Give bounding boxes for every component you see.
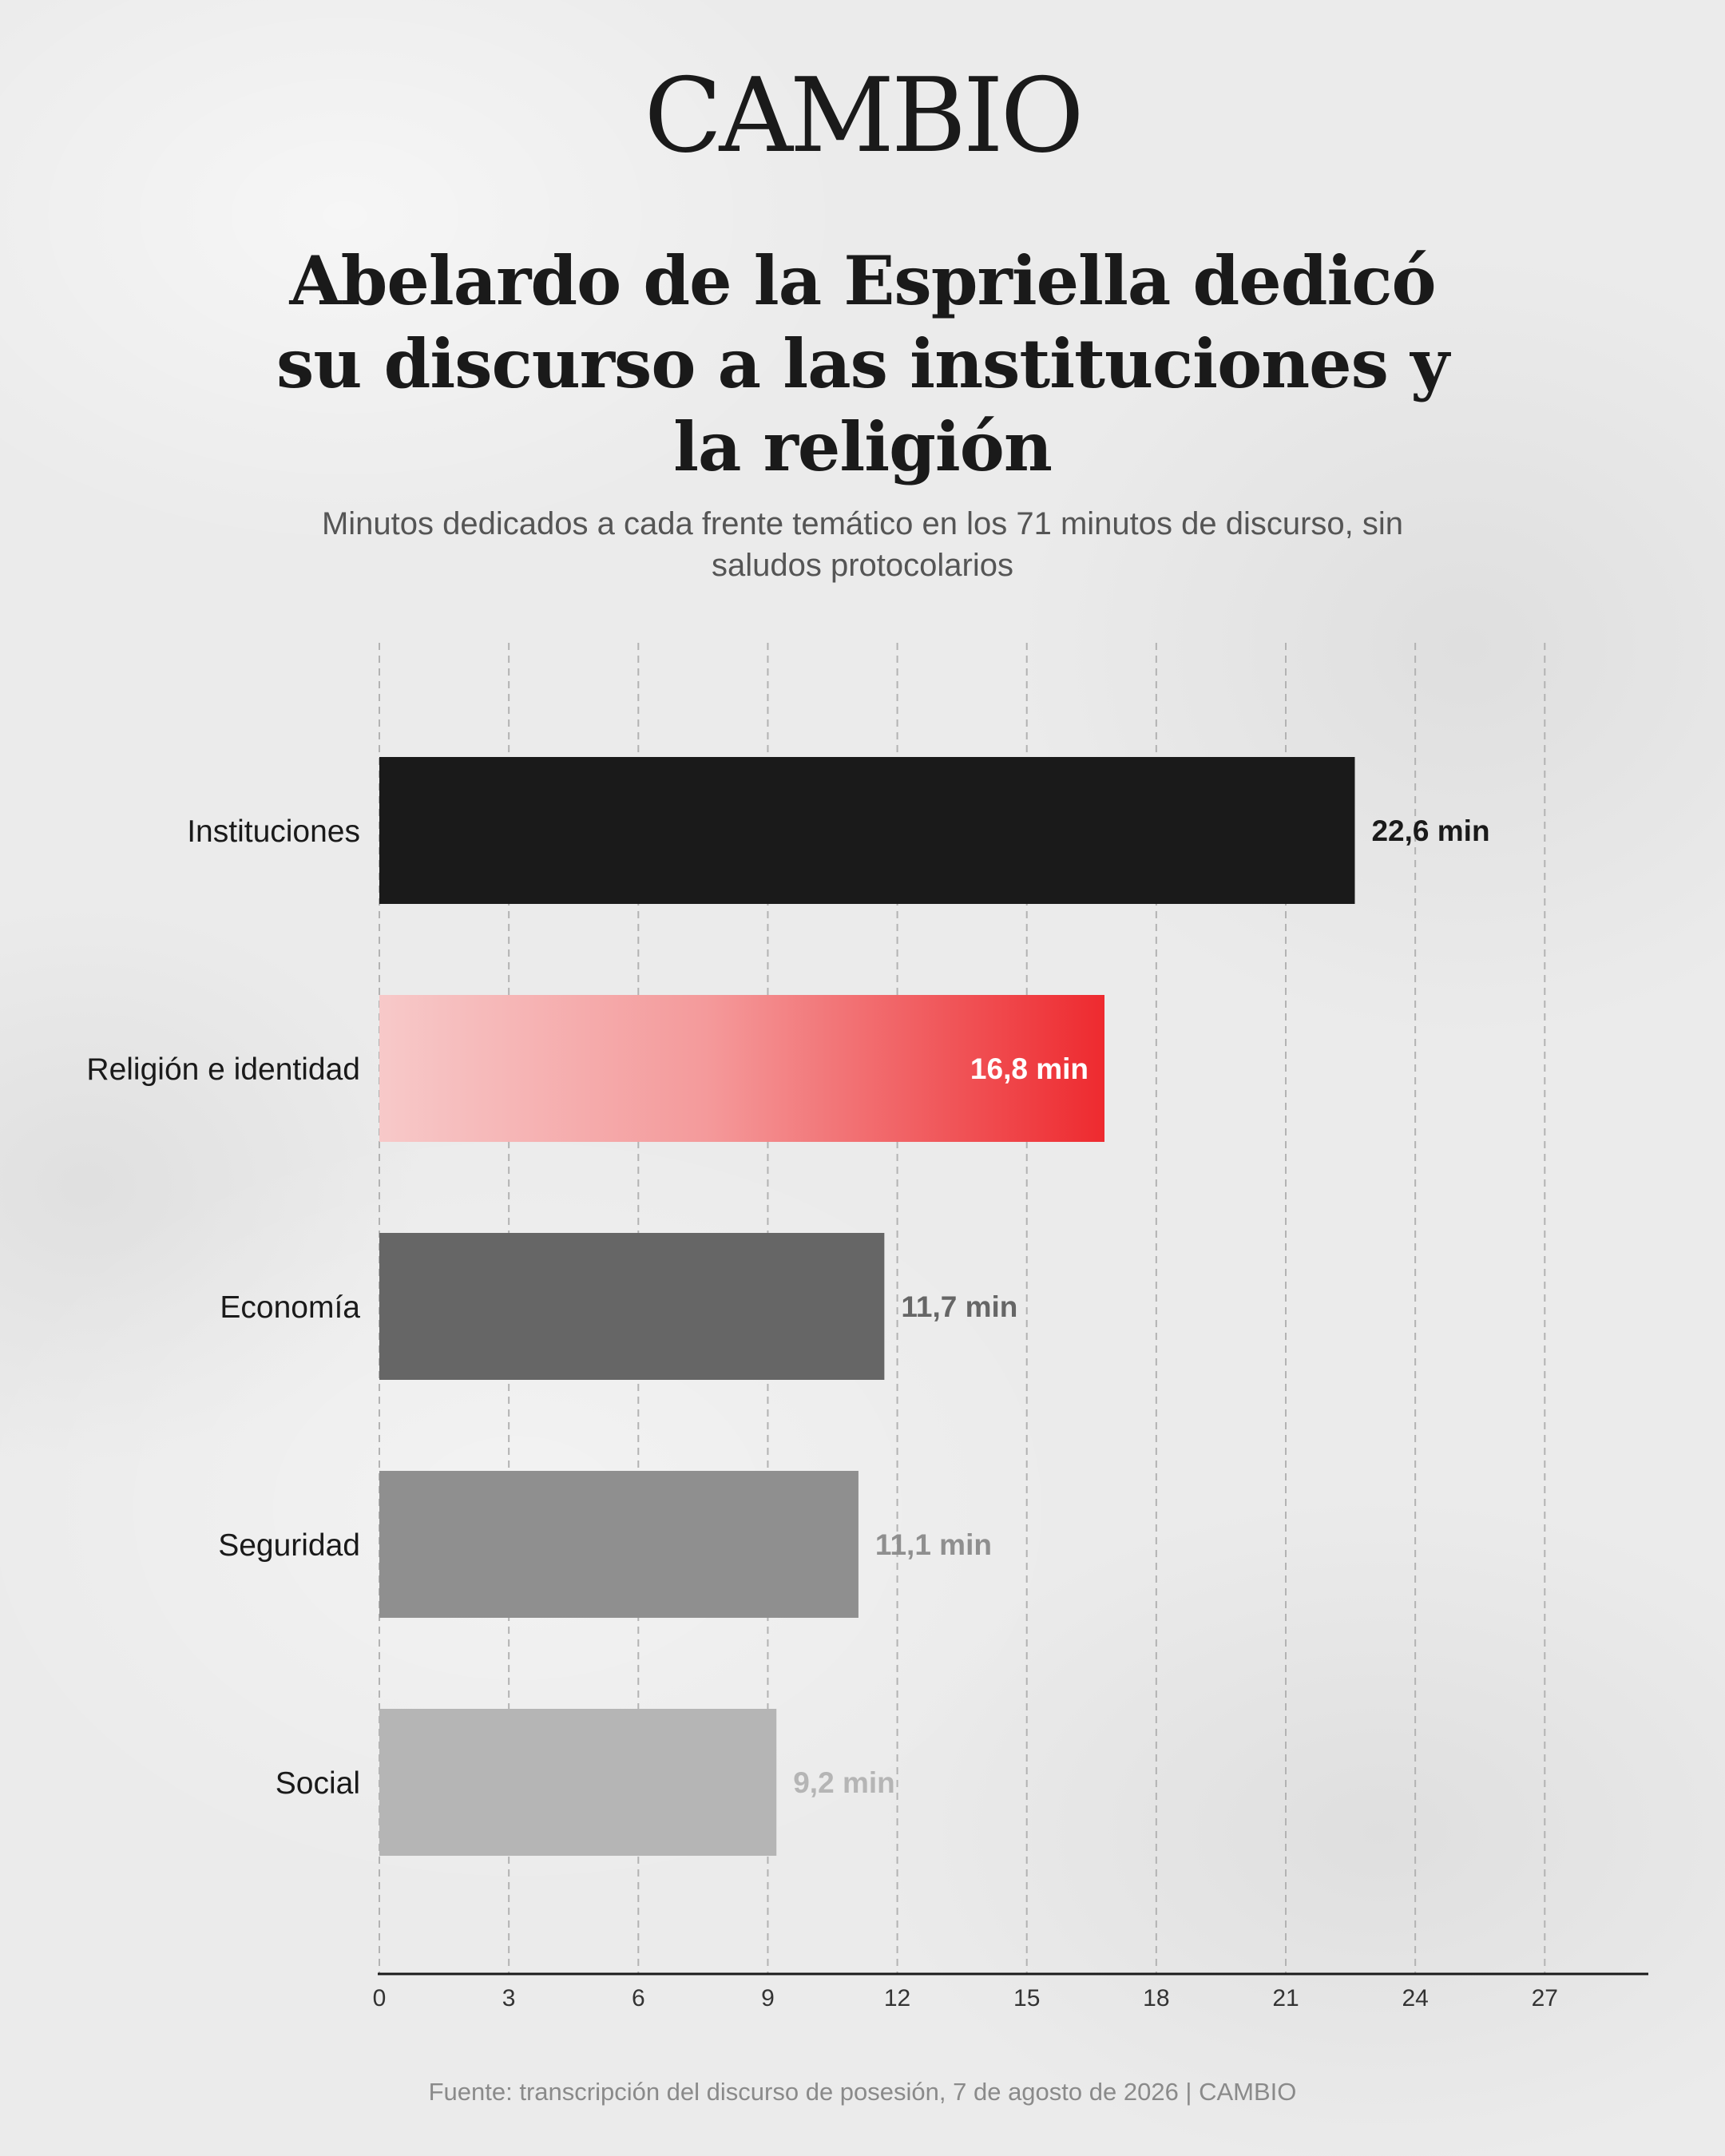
value-label: 11,7 min bbox=[901, 1290, 1017, 1323]
bar-instituciones bbox=[379, 757, 1355, 904]
bars: Instituciones 22,6 min Religión e identida… bbox=[86, 757, 1490, 1856]
category-label: Instituciones bbox=[187, 814, 360, 849]
bar-economía bbox=[379, 1233, 885, 1380]
value-label: 16,8 min bbox=[970, 1052, 1089, 1085]
brand-logo: CAMBIO bbox=[644, 57, 1085, 176]
x-tick-label: 18 bbox=[1143, 1985, 1169, 2011]
x-tick-label: 27 bbox=[1532, 1985, 1558, 2011]
x-tick-label: 21 bbox=[1272, 1985, 1299, 2011]
chart-title: Abelardo de la Espriella dedicó su discu… bbox=[276, 241, 1449, 486]
value-label: 9,2 min bbox=[793, 1766, 894, 1799]
category-label: Economía bbox=[220, 1290, 360, 1325]
bar-religión-e-identidad bbox=[379, 995, 1104, 1142]
x-tick-label: 24 bbox=[1402, 1985, 1428, 2011]
bar-social bbox=[379, 1709, 777, 1856]
category-label: Seguridad bbox=[218, 1528, 360, 1563]
x-tick-label: 3 bbox=[502, 1985, 516, 2011]
x-tick-label: 9 bbox=[761, 1985, 775, 2011]
x-tick-label: 6 bbox=[632, 1985, 645, 2011]
value-label: 11,1 min bbox=[875, 1528, 992, 1561]
bar-seguridad bbox=[379, 1471, 859, 1618]
x-axis: 0 3 6 9 12 15 18 21 24 27 bbox=[373, 1972, 1648, 2011]
x-tick-label: 0 bbox=[373, 1985, 387, 2011]
category-label: Social bbox=[276, 1766, 360, 1801]
value-label: 22,6 min bbox=[1371, 814, 1489, 847]
x-tick-label: 15 bbox=[1013, 1985, 1040, 2011]
chart-subtitle: Minutos dedicados a cada frente temático… bbox=[321, 506, 1404, 583]
category-label: Religión e identidad bbox=[86, 1052, 360, 1087]
source-note: Fuente: transcripción del discurso de po… bbox=[428, 2078, 1297, 2106]
x-tick-label: 12 bbox=[884, 1985, 910, 2011]
